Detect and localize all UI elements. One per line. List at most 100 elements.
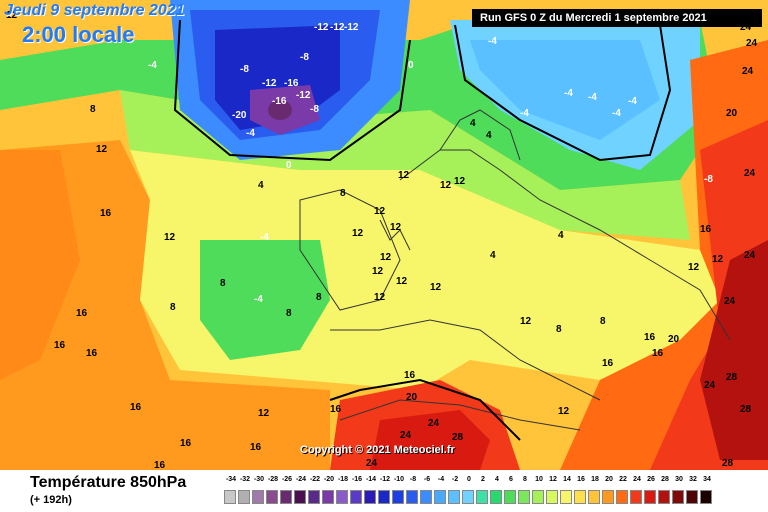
contour-label: 12	[6, 10, 18, 21]
coast-scandinavia	[439, 109, 521, 161]
scale-swatch	[392, 490, 404, 504]
scale-swatch	[322, 490, 334, 504]
scale-swatch	[504, 490, 516, 504]
scale-label: -16	[351, 476, 363, 483]
contour-label: 24	[724, 296, 736, 307]
contour-label: 16	[100, 208, 112, 219]
scale-label: -22	[309, 476, 321, 483]
scale-swatch	[266, 490, 278, 504]
contour-label: 12	[454, 176, 466, 187]
scale-label: -20	[323, 476, 335, 483]
scale-label: -18	[337, 476, 349, 483]
contour-label: -4	[260, 232, 269, 243]
scale-label: -12	[379, 476, 391, 483]
contour-label: 12	[372, 266, 384, 277]
scale-label: -2	[451, 476, 459, 483]
scale-swatch	[294, 490, 306, 504]
contour-label: -20	[232, 110, 247, 121]
scale-label: 24	[633, 476, 641, 483]
scale-swatch	[574, 490, 586, 504]
forecast-date-title: Jeudi 9 septembre 2021	[4, 2, 185, 19]
scale-swatch	[462, 490, 474, 504]
contour-label: 24	[428, 418, 440, 429]
contour-label: -4	[612, 108, 621, 119]
region-orange-west	[0, 140, 330, 470]
contour-label: 16	[250, 442, 262, 453]
scale-swatch	[616, 490, 628, 504]
contour-label: 16	[154, 460, 166, 470]
scale-label: 6	[509, 476, 513, 483]
contour-label: 0	[286, 160, 292, 171]
scale-swatch	[308, 490, 320, 504]
scale-label: 28	[661, 476, 669, 483]
contour-label: 24	[400, 430, 412, 441]
contour-label: -8	[310, 104, 319, 115]
contour-label: 16	[76, 308, 88, 319]
scale-swatch	[252, 490, 264, 504]
contour-label: -4	[254, 294, 263, 305]
contour-label: 20	[406, 392, 418, 403]
contour-label: 12	[374, 292, 386, 303]
zero-isotherms	[173, 19, 672, 441]
scale-label: -26	[281, 476, 293, 483]
scale-label: -10	[393, 476, 405, 483]
contour-label: 12	[398, 170, 410, 181]
contour-label: 12	[164, 232, 176, 243]
lead-time: (+ 192h)	[30, 494, 72, 506]
map-canvas: 12-8-12 -16-20-16-12-8-404881216128816161…	[0, 0, 768, 470]
scale-swatch	[644, 490, 656, 504]
contour-label: 4	[258, 180, 264, 191]
contour-label: 24	[744, 168, 756, 179]
contour-label: 28	[740, 404, 752, 415]
scale-label: -4	[437, 476, 445, 483]
contour-label: -12	[330, 22, 345, 33]
scale-label: 18	[591, 476, 599, 483]
scale-swatch	[672, 490, 684, 504]
color-scale-legend: -34 -32 -30 -28 -26 -24 -22 -20 -18 -16 -14 -12 -10-…	[224, 476, 756, 510]
contour-label: -4	[246, 128, 255, 139]
scale-swatch	[434, 490, 446, 504]
scale-label: -8	[409, 476, 417, 483]
scale-label: 8	[523, 476, 527, 483]
contour-label: 16	[602, 358, 614, 369]
isotherm-warm-south	[329, 378, 521, 441]
contour-label: 24	[740, 22, 752, 33]
scale-swatch	[630, 490, 642, 504]
region-hottest-east	[700, 240, 768, 460]
scale-label: -14	[365, 476, 377, 483]
contour-label: 12	[712, 254, 724, 265]
contour-label: -12	[262, 78, 277, 89]
scale-label: 26	[647, 476, 655, 483]
contour-label: 16	[644, 332, 656, 343]
contour-label: 16	[180, 438, 192, 449]
scale-swatch	[532, 490, 544, 504]
contour-label: 8	[90, 104, 96, 115]
isotherm-cold-west	[173, 19, 411, 162]
contour-label: -4	[488, 36, 497, 47]
contour-label: 24	[704, 380, 716, 391]
color-scale-swatches	[224, 490, 756, 506]
region-green-bay	[200, 240, 330, 360]
scale-label: -24	[295, 476, 307, 483]
scale-swatch	[350, 490, 362, 504]
scale-label: 32	[689, 476, 697, 483]
contour-label: 12	[390, 222, 402, 233]
contour-label: -4	[520, 108, 529, 119]
contour-label: 12	[352, 228, 364, 239]
contour-label: 12	[520, 316, 532, 327]
model-run-info: Run GFS 0 Z du Mercredi 1 septembre 2021	[472, 9, 762, 27]
coast-mediterranean-north	[330, 319, 601, 401]
contour-label: 12	[396, 276, 408, 287]
scale-swatch	[420, 490, 432, 504]
contour-label: 16	[404, 370, 416, 381]
scale-label: 16	[577, 476, 585, 483]
contour-label: 8	[316, 292, 322, 303]
contour-label: 12	[440, 180, 452, 191]
scale-swatch	[336, 490, 348, 504]
scale-label: 10	[535, 476, 543, 483]
coastlines	[299, 109, 731, 431]
region-orange-far-west	[0, 150, 80, 380]
contour-label: 28	[452, 432, 464, 443]
scale-label: -28	[267, 476, 279, 483]
contour-label: -4	[588, 92, 597, 103]
